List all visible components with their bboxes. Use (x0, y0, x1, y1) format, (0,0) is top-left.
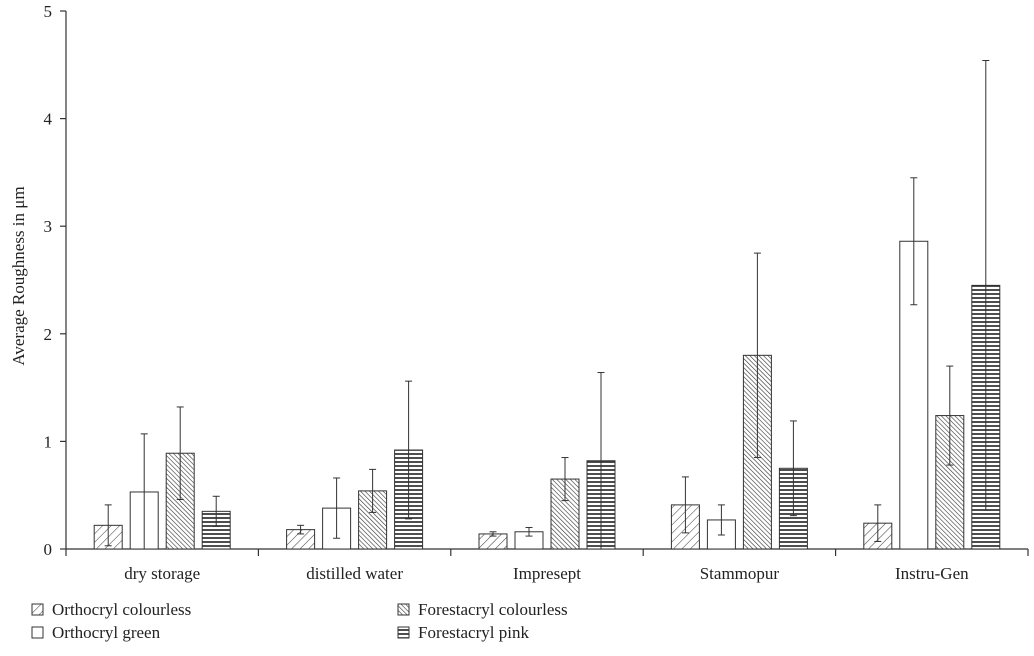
category-labels: dry storage distilled water Impresept Stamm… (124, 564, 969, 583)
y-tick-label: 4 (44, 110, 53, 129)
legend-label: Forestacryl colourless (418, 600, 568, 619)
bar (165, 452, 195, 550)
y-tick-label: 3 (44, 217, 53, 236)
bar (358, 490, 388, 550)
legend-swatch (31, 626, 44, 639)
y-tick-labels: 0 1 2 3 4 5 (44, 2, 53, 559)
category-label: Impresept (513, 564, 581, 583)
category-label: Stammopur (700, 564, 780, 583)
y-tick-label: 1 (44, 432, 53, 451)
y-tick-label: 2 (44, 325, 53, 344)
legend-swatch (397, 626, 410, 639)
y-tick-label: 5 (44, 2, 53, 21)
legend-swatch (31, 603, 44, 616)
category-label: distilled water (306, 564, 403, 583)
legend-label: Orthocryl colourless (52, 600, 191, 619)
category-label: Instru-Gen (895, 564, 969, 583)
bars (93, 240, 1001, 550)
axes (60, 10, 1029, 556)
error-bars (104, 59, 990, 550)
legend-swatch (397, 603, 410, 616)
y-tick-label: 0 (44, 540, 53, 559)
legend-label: Orthocryl green (52, 623, 161, 642)
bar (550, 478, 580, 550)
legend: Orthocryl colourless Orthocryl green Fores… (31, 600, 568, 642)
y-axis-title: Average Roughness in μm (9, 186, 28, 365)
legend-label: Forestacryl pink (418, 623, 529, 642)
category-label: dry storage (124, 564, 200, 583)
